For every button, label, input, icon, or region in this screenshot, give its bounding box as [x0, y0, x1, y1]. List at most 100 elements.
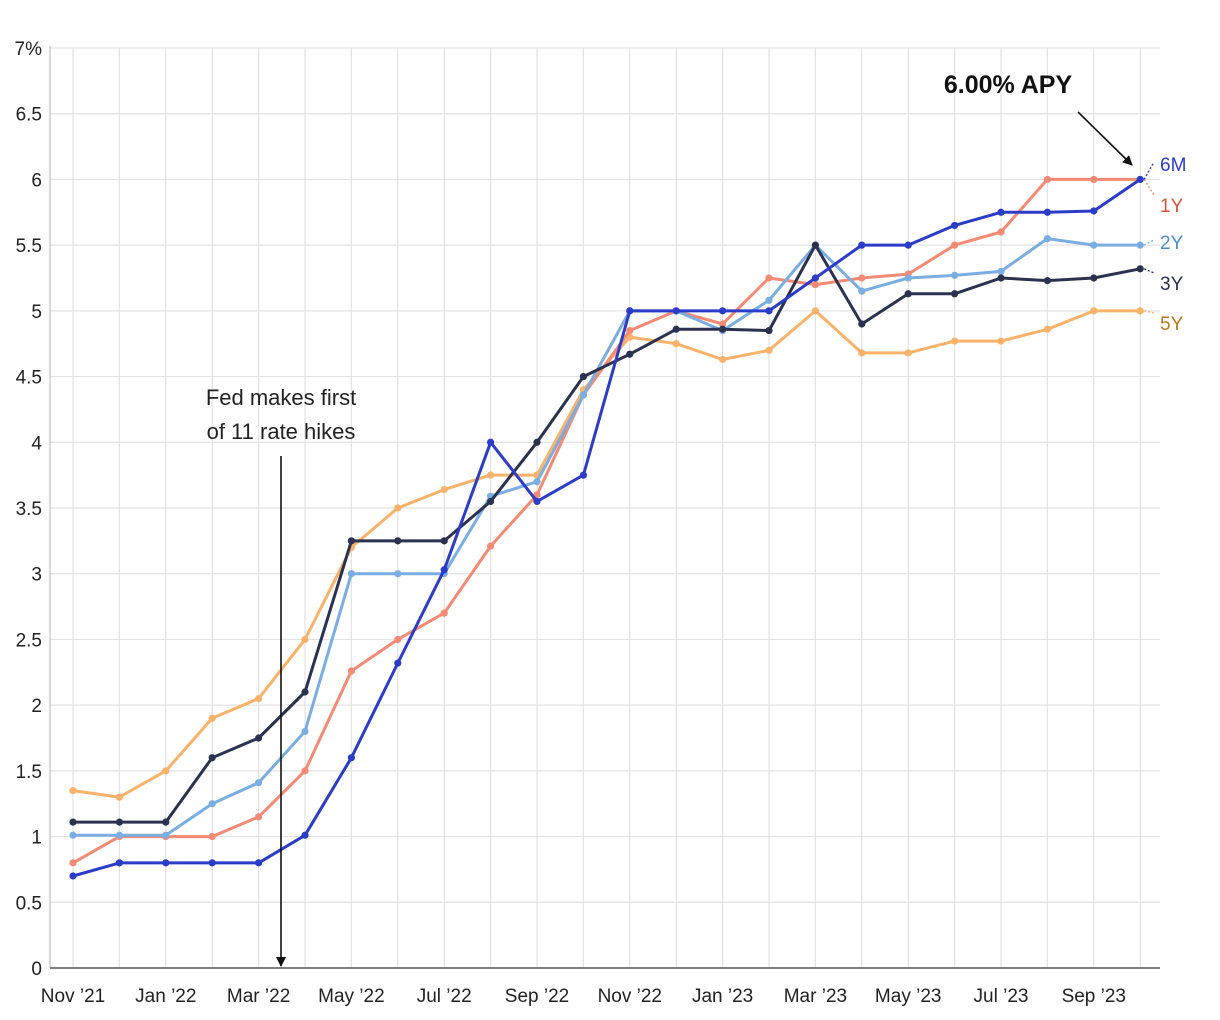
data-point [162, 818, 170, 826]
data-point [672, 307, 680, 315]
data-point [440, 566, 448, 574]
data-point [69, 831, 77, 839]
data-point [765, 296, 773, 304]
leader-line [1143, 179, 1155, 196]
data-point [487, 471, 495, 479]
series-label-2y: 2Y [1160, 233, 1184, 254]
data-point [69, 786, 77, 795]
data-point [301, 767, 309, 775]
data-point [115, 793, 123, 801]
data-point [255, 859, 263, 867]
y-tick-label: 5.5 [16, 236, 42, 257]
data-point [1090, 274, 1098, 282]
data-point [347, 754, 355, 762]
data-point [440, 537, 448, 545]
data-point [115, 859, 123, 867]
data-point [626, 350, 634, 358]
data-point [347, 667, 355, 675]
data-point [997, 208, 1005, 216]
data-point [1043, 325, 1051, 333]
x-tick-label: Nov ’21 [41, 986, 105, 1007]
fed-annotation-text: Fed makes first [206, 385, 356, 410]
x-tick-label: Jan ’22 [135, 986, 196, 1007]
data-point [811, 280, 820, 289]
data-point [1090, 207, 1098, 215]
series-line-2y [71, 237, 1142, 837]
data-point [997, 274, 1005, 282]
series-2y [69, 234, 1144, 839]
data-point [394, 537, 402, 545]
data-point [487, 438, 495, 446]
data-point [394, 504, 402, 512]
y-tick-label: 2 [31, 696, 42, 717]
series-line-3y [71, 243, 1142, 824]
data-point [115, 818, 123, 826]
series-line-5y [71, 309, 1142, 799]
data-point [811, 274, 820, 282]
series-6m [69, 175, 1144, 880]
data-point [858, 320, 866, 328]
leader-line [1143, 239, 1155, 246]
data-point [858, 349, 866, 357]
data-point [487, 542, 495, 550]
data-point [255, 779, 263, 787]
fed-annotation-text: of 11 rate hikes [207, 419, 356, 444]
data-point [1136, 307, 1144, 315]
data-point [162, 767, 170, 775]
y-tick-label: 7% [15, 39, 43, 60]
data-point [904, 349, 912, 357]
data-point [951, 241, 959, 249]
data-point [301, 635, 309, 644]
axes: 0 0.5 1 1.5 2 2.5 3 3.5 4 4.5 5 5.5 6 6.5 7% Nov ’21 Jan… [15, 39, 1160, 1007]
x-tick-label: Mar ’23 [784, 986, 847, 1007]
data-point [765, 307, 773, 315]
x-tick-label: May ’23 [875, 986, 942, 1007]
data-point [997, 267, 1005, 276]
data-point [1043, 234, 1051, 243]
data-point [69, 872, 77, 880]
data-point [394, 570, 402, 578]
data-point [208, 714, 216, 722]
data-point [1090, 307, 1098, 315]
data-point [1136, 265, 1144, 273]
series-label-6m: 6M [1160, 155, 1186, 176]
y-tick-label: 3.5 [16, 499, 42, 520]
data-point [858, 287, 866, 295]
data-point [394, 635, 402, 644]
y-tick-label: 3 [31, 565, 42, 586]
data-point [719, 320, 727, 328]
data-point [208, 800, 216, 808]
data-point [440, 609, 448, 617]
leader-line [1144, 310, 1155, 314]
data-point [765, 326, 773, 335]
data-point [626, 326, 634, 335]
data-point [719, 307, 727, 315]
data-point [997, 228, 1005, 236]
x-tick-label: Mar ’22 [227, 986, 290, 1007]
x-tick-label: Sep ’23 [1062, 986, 1126, 1007]
y-tick-label: 0.5 [16, 893, 42, 914]
y-tick-label: 6.5 [16, 105, 42, 126]
data-point [347, 570, 355, 578]
x-tick-label: May ’22 [318, 986, 385, 1007]
data-point [533, 497, 541, 506]
data-point [394, 659, 402, 667]
data-point [115, 831, 123, 839]
data-point [1136, 175, 1144, 184]
series-lines [69, 175, 1144, 880]
x-tick-label: Sep ’22 [505, 986, 569, 1007]
data-point [811, 241, 820, 249]
data-point [858, 241, 866, 249]
data-point [1136, 241, 1144, 249]
data-point [719, 325, 727, 333]
data-point [301, 688, 309, 696]
series-label-3y: 3Y [1160, 274, 1184, 295]
data-point [951, 290, 959, 298]
data-point [904, 241, 912, 249]
data-point [765, 274, 773, 282]
data-point [672, 325, 680, 333]
series-label-5y: 5Y [1160, 314, 1184, 335]
leader-line [1143, 161, 1155, 180]
gridlines [50, 47, 1160, 968]
